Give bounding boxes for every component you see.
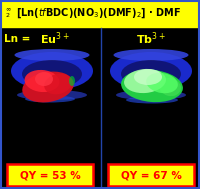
Ellipse shape [17,90,87,100]
Ellipse shape [115,90,185,100]
Ellipse shape [24,70,59,92]
Ellipse shape [11,52,93,90]
Ellipse shape [109,52,191,90]
Ellipse shape [120,70,182,102]
Ellipse shape [125,97,177,104]
Text: Eu$^{3+}$: Eu$^{3+}$ [40,31,70,47]
Ellipse shape [158,78,180,96]
Text: Ln =: Ln = [4,34,34,44]
Ellipse shape [123,69,165,93]
Text: Tb$^{3+}$: Tb$^{3+}$ [135,31,165,47]
Ellipse shape [35,72,53,86]
Ellipse shape [22,72,73,102]
FancyBboxPatch shape [107,164,193,186]
Ellipse shape [145,73,177,93]
Ellipse shape [120,60,180,88]
Ellipse shape [113,49,188,61]
Ellipse shape [22,60,82,88]
FancyBboxPatch shape [0,0,200,27]
Ellipse shape [14,49,89,61]
FancyBboxPatch shape [7,164,93,186]
Ellipse shape [69,76,75,86]
Text: QY = 53 %: QY = 53 % [20,170,80,180]
Ellipse shape [44,74,71,94]
Text: $_2^\infty$: $_2^\infty$ [5,7,12,20]
Text: [Ln($\it{tf}$BDC)(NO$_3$)(DMF)$_2$] · DMF: [Ln($\it{tf}$BDC)(NO$_3$)(DMF)$_2$] · DM… [16,7,180,20]
Text: QY = 67 %: QY = 67 % [120,170,181,180]
Ellipse shape [25,95,75,102]
Ellipse shape [133,69,161,85]
